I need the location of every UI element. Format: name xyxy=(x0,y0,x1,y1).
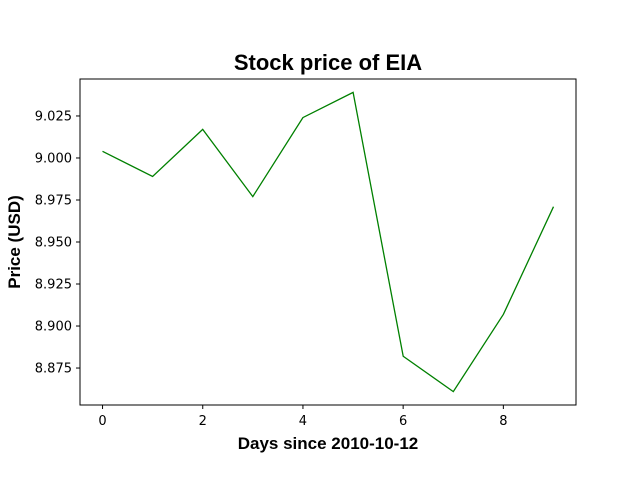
x-axis-label: Days since 2010-10-12 xyxy=(238,434,419,453)
x-tick-label: 0 xyxy=(98,414,106,429)
y-tick-label: 8.925 xyxy=(35,278,72,293)
x-tick-label: 8 xyxy=(499,414,507,429)
x-axis: 0 2 4 6 8 xyxy=(98,405,507,429)
y-tick-label: 8.975 xyxy=(35,193,72,208)
y-tick-label: 9.000 xyxy=(35,151,72,166)
y-tick-label: 8.900 xyxy=(35,320,72,335)
chart-title: Stock price of EIA xyxy=(234,50,422,75)
y-axis: 8.875 8.900 8.925 8.950 8.975 9.000 9.025 xyxy=(35,109,80,377)
y-axis-label: Price (USD) xyxy=(5,195,24,289)
y-tick-label: 8.875 xyxy=(35,362,72,377)
x-tick-label: 4 xyxy=(299,414,307,429)
series-line xyxy=(102,91,555,393)
y-tick-label: 9.025 xyxy=(35,109,72,124)
x-tick-label: 6 xyxy=(399,414,407,429)
y-tick-label: 8.950 xyxy=(35,236,72,251)
plot-area xyxy=(79,78,577,406)
x-tick-label: 2 xyxy=(199,414,207,429)
